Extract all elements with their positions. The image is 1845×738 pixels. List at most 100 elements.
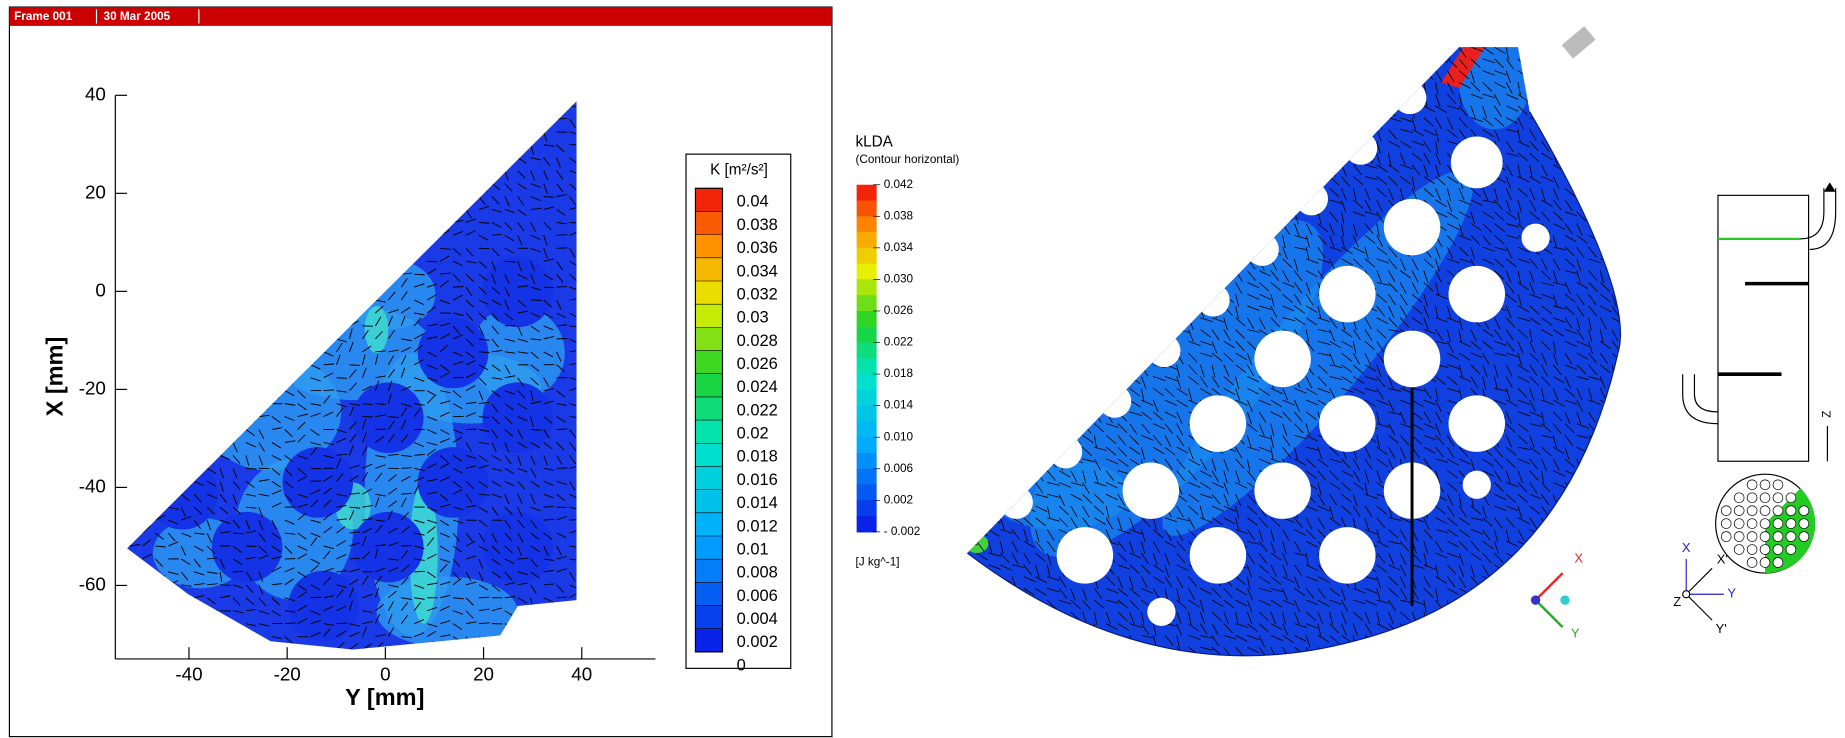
vector	[1282, 564, 1288, 577]
vector	[375, 519, 386, 522]
vector	[988, 599, 996, 612]
vector	[1046, 294, 1051, 307]
vector	[1400, 635, 1413, 640]
vector	[517, 196, 525, 206]
vector	[1094, 659, 1100, 671]
vector	[1552, 458, 1560, 471]
vector	[1011, 482, 1025, 488]
vector	[219, 531, 231, 534]
vector	[1223, 199, 1233, 211]
vector	[1482, 647, 1486, 656]
vector	[1129, 646, 1141, 655]
vector	[1188, 329, 1194, 342]
vector	[1435, 164, 1440, 178]
vector	[1223, 223, 1237, 228]
vector	[1199, 152, 1208, 165]
vector	[465, 299, 475, 308]
vector	[1305, 399, 1319, 406]
vector	[1058, 270, 1070, 279]
vector	[491, 480, 502, 487]
vector	[1611, 376, 1621, 385]
vector	[1188, 611, 1192, 625]
vector	[1458, 70, 1470, 80]
vector	[1482, 540, 1494, 549]
pipe	[1800, 188, 1837, 251]
vector	[976, 199, 984, 212]
vector	[1399, 588, 1408, 600]
x-axis-label: Y [mm]	[345, 684, 424, 710]
vector	[1517, 505, 1523, 519]
vector	[1164, 435, 1172, 448]
vector	[401, 346, 412, 353]
vector	[1305, 517, 1313, 530]
vector	[1058, 623, 1069, 634]
vector	[504, 429, 514, 437]
vector	[1423, 176, 1435, 185]
vector	[1506, 152, 1519, 157]
vector	[1600, 105, 1611, 115]
vector	[1364, 58, 1375, 69]
vector	[1482, 552, 1492, 564]
vector	[1035, 493, 1049, 498]
vector	[1541, 94, 1545, 107]
vector	[1494, 82, 1507, 89]
vector	[1046, 647, 1052, 656]
vector	[1035, 517, 1046, 527]
vector	[1505, 246, 1513, 259]
vector	[1388, 505, 1393, 519]
vector	[1423, 564, 1437, 570]
vector	[1517, 399, 1531, 406]
vector	[426, 306, 436, 314]
vector	[1176, 423, 1183, 436]
vector	[478, 312, 488, 321]
vector	[465, 480, 474, 489]
vector	[1306, 164, 1319, 168]
vector	[400, 564, 410, 573]
vector	[1447, 35, 1457, 43]
vector	[543, 273, 553, 281]
vector	[362, 488, 372, 495]
vector	[336, 518, 348, 521]
vector	[1446, 117, 1454, 130]
vector	[1129, 305, 1143, 311]
vector	[1588, 329, 1593, 343]
vector	[1211, 352, 1223, 362]
vector	[1435, 588, 1439, 602]
vector	[530, 400, 542, 405]
vector	[1588, 317, 1592, 331]
vector	[1176, 435, 1185, 447]
vector	[388, 349, 399, 353]
vector	[1246, 105, 1252, 119]
vector	[1011, 305, 1025, 310]
vector	[1541, 446, 1552, 457]
vector	[1552, 105, 1559, 118]
vector	[1470, 58, 1481, 68]
vector	[1517, 270, 1522, 284]
vector	[1305, 435, 1318, 442]
vector	[387, 420, 395, 430]
vector	[349, 587, 354, 598]
vector	[1047, 576, 1060, 581]
vector	[193, 545, 204, 552]
vector	[543, 312, 554, 319]
vector	[569, 362, 577, 366]
vector	[530, 558, 538, 568]
vector	[530, 222, 536, 233]
vector	[504, 506, 513, 515]
vector	[1035, 141, 1039, 154]
vector	[1412, 659, 1424, 663]
vector	[1105, 340, 1117, 349]
vector	[1541, 293, 1554, 300]
vector	[1270, 164, 1274, 178]
vector	[284, 468, 293, 477]
vector	[1353, 659, 1365, 663]
vector	[426, 606, 438, 612]
vector	[1317, 235, 1328, 246]
vector	[976, 611, 986, 622]
vector	[1176, 93, 1185, 106]
vector	[1564, 505, 1576, 515]
vector	[232, 494, 238, 505]
colorbar-band	[856, 516, 877, 533]
vector	[1164, 388, 1175, 398]
vector	[1223, 329, 1231, 341]
